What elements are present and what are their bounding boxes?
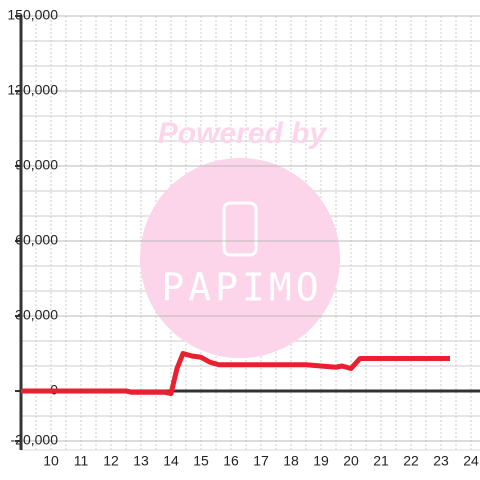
x-tick-label: 10 — [43, 453, 59, 469]
x-tick-label: 22 — [403, 453, 419, 469]
x-tick-label: 17 — [253, 453, 269, 469]
watermark-icon — [222, 201, 258, 257]
x-tick-label: 21 — [373, 453, 389, 469]
y-tick-label: 150,000 — [7, 7, 58, 23]
x-tick-label: 18 — [283, 453, 299, 469]
y-tick-label: -20,000 — [11, 432, 59, 448]
watermark-circle — [140, 158, 340, 358]
x-tick-label: 11 — [74, 453, 89, 469]
y-tick-label: 120,000 — [7, 82, 58, 98]
y-tick-label: 30,000 — [15, 307, 58, 323]
watermark-logo: PAPIMO — [161, 266, 322, 310]
x-tick-label: 15 — [193, 453, 209, 469]
x-tick-label: 24 — [463, 453, 479, 469]
x-tick-label: 16 — [223, 453, 239, 469]
y-tick-label: 60,000 — [15, 232, 58, 248]
y-tick-label: 90,000 — [15, 157, 58, 173]
x-tick-label: 23 — [433, 453, 449, 469]
x-tick-label: 12 — [103, 453, 119, 469]
line-series — [21, 351, 450, 396]
x-tick-label: 13 — [133, 453, 149, 469]
x-tick-label: 14 — [163, 453, 179, 469]
watermark-text: Powered by — [158, 117, 328, 150]
x-tick-label: 19 — [313, 453, 329, 469]
x-tick-label: 20 — [343, 453, 359, 469]
